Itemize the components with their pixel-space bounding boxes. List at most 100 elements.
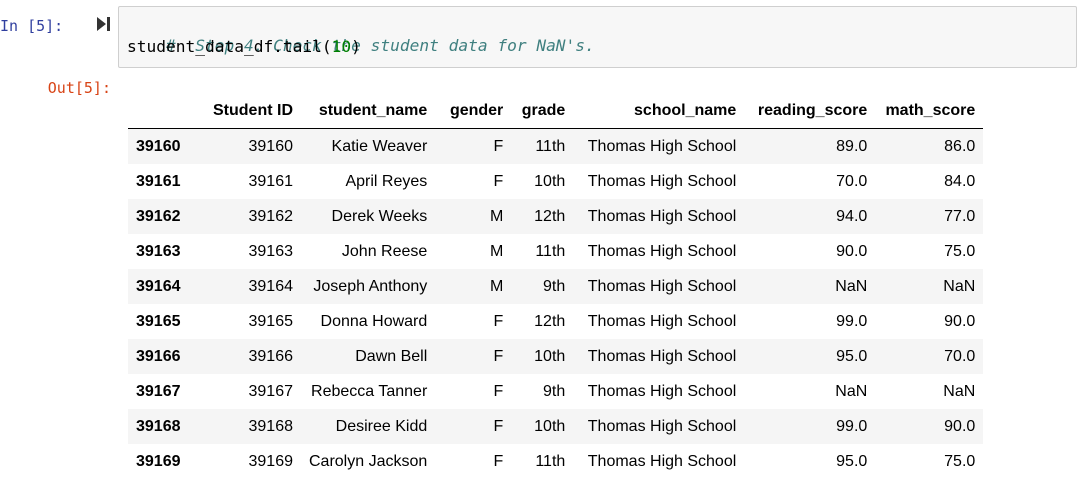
table-cell: Thomas High School	[587, 207, 737, 225]
table-cell: 84.0	[944, 172, 976, 190]
code-line-1: # Step 4. Check the student data for NaN…	[127, 16, 595, 76]
table-cell: M	[489, 242, 504, 260]
table-header-row: Student ID student_name gender grade school_…	[128, 94, 984, 129]
row-index: 39169	[136, 452, 181, 470]
table-cell: Thomas High School	[587, 172, 737, 190]
table-cell: 89.0	[836, 137, 868, 155]
row-index: 39164	[136, 277, 181, 295]
table-cell: Thomas High School	[587, 137, 737, 155]
table-cell: 99.0	[836, 417, 868, 435]
code-close-paren: )	[351, 37, 361, 56]
table-cell: 39161	[248, 172, 294, 190]
table-row: 39168 39168 Desiree Kidd F 10th Thomas High S…	[128, 409, 984, 444]
code-number: 10	[331, 37, 352, 56]
row-index: 39163	[136, 242, 181, 260]
table-cell: F	[493, 382, 504, 400]
table-row: 39169 39169 Carolyn Jackson F 11th Thomas Hig…	[128, 444, 983, 479]
table-cell: Donna Howard	[320, 312, 428, 330]
table-cell: 9th	[543, 382, 566, 400]
table-cell: 90.0	[836, 242, 868, 260]
table-row: 39160 39160 Katie Weaver F 11th Thomas High S…	[128, 128, 984, 164]
table-cell: 75.0	[944, 452, 976, 470]
table-cell: 95.0	[836, 452, 868, 470]
table-cell: NaN	[835, 277, 868, 295]
table-cell: Thomas High School	[587, 277, 737, 295]
column-header: school_name	[573, 94, 745, 129]
table-row: 39166 39166 Dawn Bell F 10th Thomas High Scho…	[128, 339, 984, 374]
table-cell: 39162	[248, 207, 294, 225]
table-cell: NaN	[943, 382, 976, 400]
table-cell: 12th	[534, 312, 566, 330]
table-cell: 39166	[248, 347, 294, 365]
table-cell: 75.0	[944, 242, 976, 260]
column-header: Student ID	[205, 94, 301, 129]
table-cell: F	[493, 417, 504, 435]
table-row: 39167 39167 Rebecca Tanner F 9th Thomas High …	[128, 374, 983, 409]
table-cell: F	[493, 312, 504, 330]
table-cell: 39163	[248, 242, 294, 260]
table-cell: Thomas High School	[587, 312, 737, 330]
table-cell: Carolyn Jackson	[309, 452, 428, 470]
table-cell: Rebecca Tanner	[311, 382, 428, 400]
column-header: student_name	[301, 94, 436, 129]
table-cell: NaN	[835, 382, 868, 400]
column-header: grade	[511, 94, 574, 129]
table-cell: Thomas High School	[587, 242, 737, 260]
table-cell: Derek Weeks	[331, 207, 428, 225]
table-cell: 9th	[543, 277, 566, 295]
table-cell: NaN	[943, 277, 976, 295]
table-cell: 12th	[534, 207, 566, 225]
table-cell: Thomas High School	[587, 382, 737, 400]
table-cell: 95.0	[836, 347, 868, 365]
table-cell: 11th	[535, 452, 566, 470]
run-cell-icon[interactable]	[97, 16, 111, 32]
table-row: 39163 39163 John Reese M 11th Thomas High Sch…	[128, 234, 983, 269]
table-cell: M	[489, 277, 504, 295]
table-cell: 10th	[534, 172, 566, 190]
input-prompt: In [5]:	[0, 17, 64, 35]
table-cell: F	[493, 452, 504, 470]
table-cell: M	[489, 207, 504, 225]
code-cell-input[interactable]: # Step 4. Check the student data for NaN…	[118, 6, 1077, 68]
table-cell: 94.0	[836, 207, 868, 225]
row-index: 39161	[136, 172, 181, 190]
table-row: 39162 39162 Derek Weeks M 12th Thomas High Sc…	[128, 199, 984, 234]
table-cell: 99.0	[836, 312, 868, 330]
table-cell: 39164	[248, 277, 294, 295]
code-call: student_data_df.tail(	[127, 37, 332, 56]
output-prompt: Out[5]:	[47, 79, 111, 97]
table-cell: Desiree Kidd	[335, 417, 428, 435]
row-index: 39166	[136, 347, 181, 365]
table-cell: F	[493, 137, 504, 155]
table-cell: Thomas High School	[587, 417, 737, 435]
table-cell: April Reyes	[345, 172, 428, 190]
table-cell: 70.0	[836, 172, 868, 190]
table-cell: 90.0	[944, 417, 976, 435]
row-index: 39162	[136, 207, 181, 225]
table-cell: 77.0	[944, 207, 976, 225]
table-cell: 11th	[535, 137, 566, 155]
code-line-2: student_data_df.tail(10)	[127, 37, 361, 57]
table-cell: 90.0	[944, 312, 976, 330]
table-cell: 39168	[248, 417, 294, 435]
code-comment: # Step 4. Check the student data for NaN…	[165, 36, 595, 55]
table-cell: Katie Weaver	[331, 137, 428, 155]
row-index: 39168	[136, 417, 181, 435]
table-cell: 70.0	[944, 347, 976, 365]
row-index: 39165	[136, 312, 181, 330]
column-header: math_score	[875, 94, 984, 129]
table-cell: Thomas High School	[587, 452, 737, 470]
table-cell: 11th	[535, 242, 566, 260]
table-cell: 39169	[248, 452, 294, 470]
index-header	[128, 94, 205, 129]
table-cell: F	[493, 347, 504, 365]
table-cell: 39160	[248, 137, 294, 155]
table-row: 39164 39164 Joseph Anthony M 9th Thomas High …	[128, 269, 984, 304]
table-cell: 39165	[248, 312, 294, 330]
table-cell: F	[493, 172, 504, 190]
table-cell: 10th	[534, 417, 566, 435]
table-cell: Joseph Anthony	[313, 277, 428, 295]
table-cell: 39167	[248, 382, 294, 400]
table-cell: Dawn Bell	[355, 347, 428, 365]
column-header: gender	[435, 94, 512, 129]
